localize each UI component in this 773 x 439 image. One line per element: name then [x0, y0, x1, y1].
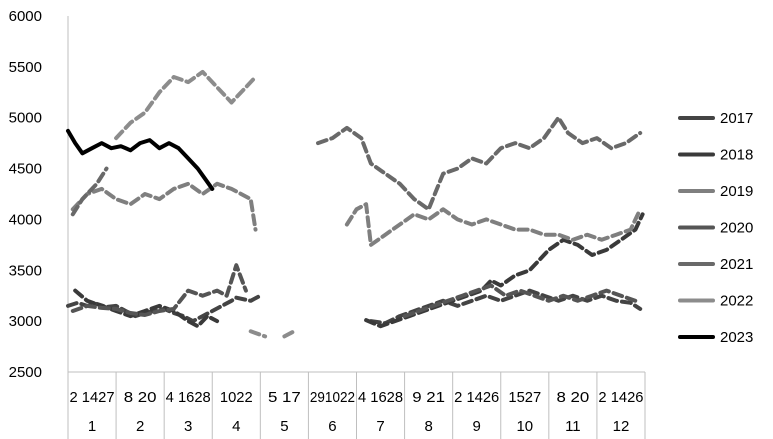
series-2022 [114, 69, 296, 339]
series-2021 [70, 115, 643, 217]
x-month-label: 12 [613, 418, 630, 435]
series-line-2022 [248, 329, 268, 339]
x-day-tick-label: 2 1426 [598, 389, 643, 406]
plot-area [66, 69, 645, 339]
x-day-tick-label: 2 1427 [70, 389, 115, 406]
x-month-label: 3 [184, 418, 192, 435]
series-line-2018 [73, 288, 220, 329]
series-line-2019 [344, 202, 643, 247]
legend-label-2019: 2019 [720, 183, 753, 200]
series-line-2023 [66, 128, 215, 191]
series-line-2021 [70, 166, 109, 217]
series-2023 [66, 128, 215, 191]
y-tick-label: 3500 [9, 262, 42, 279]
series-line-2021 [316, 115, 643, 212]
x-axis: 2 1427 8 20 4 1628 1022 5 17 291022 4 1628 9 21… [67, 371, 646, 439]
series-line-2022 [282, 329, 296, 339]
x-month-label: 11 [565, 418, 581, 435]
series-line-2017 [368, 288, 643, 326]
x-day-tick-label: 5 17 [268, 389, 301, 406]
y-tick-label: 4000 [9, 211, 42, 228]
legend-label-2022: 2022 [720, 293, 753, 310]
series-line-2018 [364, 212, 645, 329]
x-day-tick-label: 2 1426 [454, 389, 499, 406]
x-month-label: 4 [232, 418, 240, 435]
y-tick-label: 5000 [9, 110, 42, 127]
x-month-label: 5 [280, 418, 288, 435]
x-month-label: 9 [473, 418, 481, 435]
x-day-tick-label: 4 1628 [166, 389, 211, 406]
y-tick-label: 4500 [9, 161, 42, 178]
y-tick-label: 5500 [9, 59, 42, 76]
legend-label-2020: 2020 [720, 220, 753, 237]
legend-label-2018: 2018 [720, 147, 753, 164]
legend-label-2017: 2017 [720, 110, 753, 127]
x-day-tick-label: 291022 [310, 389, 355, 406]
x-day-tick-label: 4 1628 [358, 389, 403, 406]
x-day-tick-label: 9 21 [412, 389, 445, 406]
x-month-label: 8 [424, 418, 432, 435]
y-tick-label: 2500 [9, 364, 42, 381]
series-2019 [70, 181, 643, 247]
x-day-tick-label: 8 20 [556, 389, 589, 406]
legend-label-2021: 2021 [720, 256, 753, 273]
legend: 2017 2018 2019 2020 2021 2022 2023 [678, 110, 753, 346]
x-day-tick-label: 8 20 [124, 389, 157, 406]
x-month-label: 2 [136, 418, 144, 435]
y-axis: 6000 5500 5000 4500 4000 3500 3000 2500 [9, 8, 69, 381]
y-tick-label: 3000 [9, 313, 42, 330]
x-day-tick-label: 1022 [220, 389, 253, 406]
series-line-2022 [114, 69, 258, 141]
series-line-2019 [70, 181, 258, 232]
x-month-label: 1 [88, 418, 96, 435]
x-month-label: 6 [328, 418, 336, 435]
series-2020 [70, 263, 638, 319]
x-month-label: 7 [376, 418, 384, 435]
x-day-tick-label: 1527 [508, 389, 541, 406]
legend-label-2023: 2023 [720, 329, 753, 346]
y-tick-label: 6000 [9, 8, 42, 25]
series-line-2020 [70, 263, 248, 317]
x-month-label: 10 [516, 418, 533, 435]
